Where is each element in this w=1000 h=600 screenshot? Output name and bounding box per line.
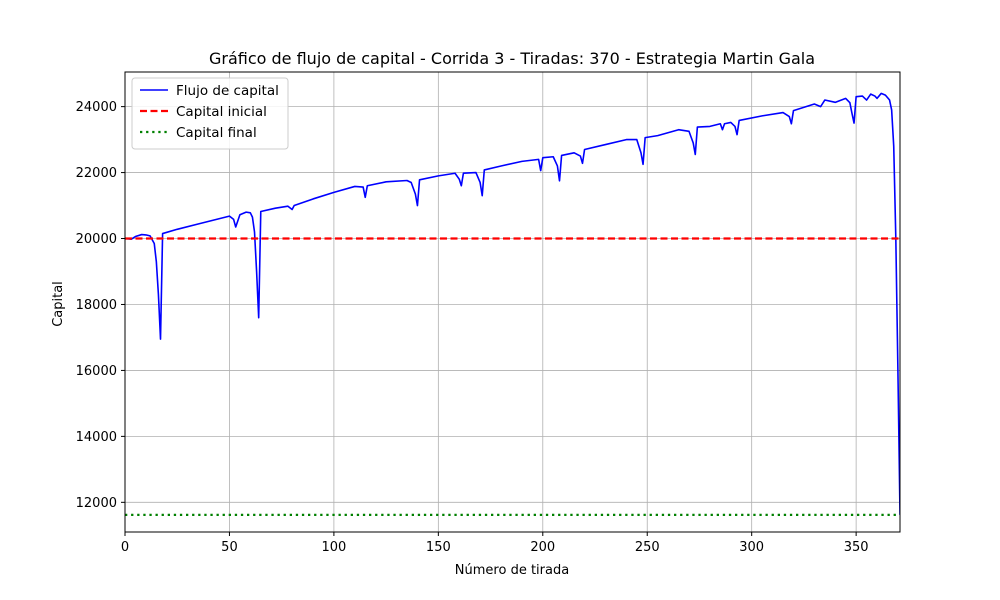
y-tick-label: 18000 xyxy=(76,298,117,313)
legend: Flujo de capital Capital inicial Capital f… xyxy=(131,77,289,150)
chart-title: Gráfico de flujo de capital - Corrida 3 … xyxy=(209,49,815,68)
x-axis-label: Número de tirada xyxy=(455,563,569,578)
y-tick-label: 16000 xyxy=(76,364,117,379)
x-tick-label: 300 xyxy=(739,540,764,555)
legend-label: Capital final xyxy=(176,125,257,141)
x-tick-label: 250 xyxy=(635,540,660,555)
x-tick-label: 50 xyxy=(221,540,238,555)
legend-label: Flujo de capital xyxy=(176,83,279,99)
x-tick-label: 200 xyxy=(530,540,555,555)
axes: 0 50 100 150 200 250 300 350 12000 14000 16000 1800… xyxy=(76,71,901,555)
grid xyxy=(124,72,900,532)
x-tick-label: 0 xyxy=(121,540,129,555)
legend-box xyxy=(131,77,289,150)
x-tick-label: 150 xyxy=(426,540,451,555)
y-axis-label: Capital xyxy=(51,281,66,327)
y-tick-label: 22000 xyxy=(76,166,117,181)
x-tick-label: 100 xyxy=(321,540,346,555)
y-tick-label: 24000 xyxy=(76,100,117,115)
plot-area xyxy=(125,92,900,517)
x-tick-label: 350 xyxy=(844,540,869,555)
y-tick-label: 12000 xyxy=(76,496,117,511)
y-tick-label: 14000 xyxy=(76,430,117,445)
series-line-capital-flow xyxy=(125,92,900,515)
series-group xyxy=(125,92,900,517)
legend-label: Capital inicial xyxy=(176,104,267,120)
y-tick-label: 20000 xyxy=(76,232,117,247)
axes-frame xyxy=(124,71,901,533)
